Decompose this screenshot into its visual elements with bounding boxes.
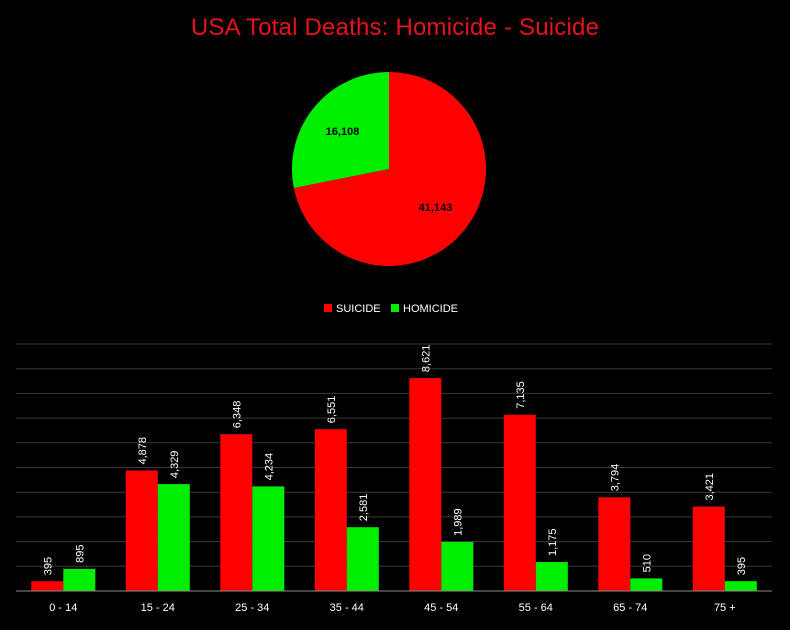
bar-value-label-homicide-4: 1,989 xyxy=(452,508,464,536)
x-tick-label-5: 55 - 64 xyxy=(519,602,553,614)
bar-value-label-homicide-6: 510 xyxy=(641,554,653,572)
bar-value-label-suicide-5: 7,135 xyxy=(515,381,527,409)
bar-value-label-suicide-6: 3,794 xyxy=(609,464,621,492)
bar-suicide-7 xyxy=(692,506,725,591)
bar-suicide-3 xyxy=(314,429,347,591)
bar-homicide-4 xyxy=(441,541,474,591)
bar-homicide-1 xyxy=(157,484,190,591)
bar-suicide-5 xyxy=(503,414,536,591)
pie-slice-suicide xyxy=(293,72,487,266)
bar-homicide-0 xyxy=(63,568,96,591)
pie-chart: 41,143 16,108 xyxy=(292,72,487,266)
bar-value-label-homicide-5: 1,175 xyxy=(547,528,559,556)
x-tick-label-6: 65 - 74 xyxy=(613,602,647,614)
bar-suicide-1 xyxy=(125,470,158,591)
bar-value-label-homicide-3: 2,581 xyxy=(358,494,370,522)
bar-value-label-suicide-2: 6,348 xyxy=(231,401,243,429)
pie-slice-homicide xyxy=(292,72,389,188)
bar-suicide-2 xyxy=(220,434,253,591)
bar-chart-gridlines xyxy=(16,343,772,567)
bar-value-label-suicide-1: 4,878 xyxy=(137,437,149,465)
chart-title: USA Total Deaths: Homicide - Suicide xyxy=(190,14,600,41)
pie-label-homicide: 16,108 xyxy=(326,126,360,138)
bar-chart: 395 895 4,878 4,329 6,348 4,234 6,551 2,581 8,62… xyxy=(31,345,757,591)
legend-suicide-label: SUICIDE xyxy=(336,303,381,315)
bar-value-label-suicide-3: 6,551 xyxy=(326,396,338,424)
bar-homicide-3 xyxy=(346,527,379,591)
bar-value-label-homicide-1: 4,329 xyxy=(169,451,181,479)
bar-value-label-suicide-4: 8,621 xyxy=(420,345,432,373)
bar-value-label-suicide-0: 395 xyxy=(42,557,54,575)
x-tick-label-4: 45 - 54 xyxy=(424,602,458,614)
x-tick-label-2: 25 - 34 xyxy=(235,602,269,614)
legend-suicide-swatch xyxy=(324,304,332,312)
bar-value-label-homicide-0: 895 xyxy=(74,545,86,563)
x-tick-label-3: 35 - 44 xyxy=(330,602,364,614)
bar-homicide-5 xyxy=(535,562,568,591)
legend-homicide-swatch xyxy=(391,304,399,312)
x-tick-label-1: 15 - 24 xyxy=(141,602,175,614)
x-tick-label-7: 75 + xyxy=(714,602,736,614)
bar-suicide-0 xyxy=(31,581,64,591)
bar-suicide-6 xyxy=(598,497,631,591)
bar-homicide-2 xyxy=(252,486,285,591)
x-axis: 0 - 14 15 - 24 25 - 34 35 - 44 45 - 54 55 - 6… xyxy=(16,590,772,614)
bar-value-label-homicide-7: 395 xyxy=(736,557,748,575)
legend-homicide-label: HOMICIDE xyxy=(403,303,458,315)
bar-homicide-7 xyxy=(724,581,757,591)
bar-suicide-4 xyxy=(409,378,442,591)
bar-value-label-homicide-2: 4,234 xyxy=(263,453,275,481)
bar-value-label-suicide-7: 3,421 xyxy=(704,473,716,501)
x-tick-label-0: 0 - 14 xyxy=(49,602,77,614)
pie-label-suicide: 41,143 xyxy=(419,202,453,214)
legend: SUICIDE HOMICIDE xyxy=(324,303,458,315)
bar-homicide-6 xyxy=(630,578,663,591)
